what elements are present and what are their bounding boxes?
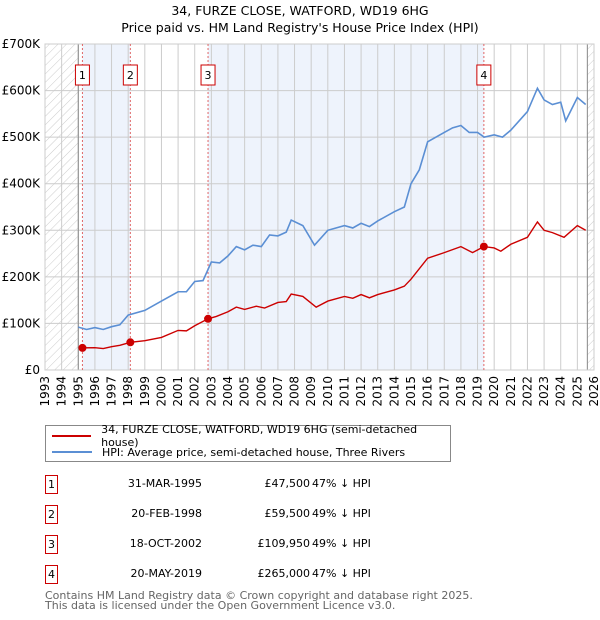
- x-tick-label: 2017: [437, 376, 451, 407]
- shaded-band: [82, 44, 131, 370]
- y-tick-label: £400K: [2, 177, 42, 191]
- transaction-price: £47,500: [264, 477, 311, 490]
- x-tick-label: 2001: [171, 376, 185, 407]
- plot-border: [44, 43, 595, 371]
- transaction-row: 2 20-FEB-1998 £59,500 49% ↓ HPI: [45, 505, 445, 525]
- sale-point: [479, 242, 488, 251]
- x-tick-label: 2015: [404, 376, 418, 407]
- x-tick-label: 2004: [221, 376, 235, 407]
- x-tick-label: 1997: [105, 376, 119, 407]
- transaction-hpi-diff: 49% ↓ HPI: [312, 507, 371, 520]
- x-tick-label: 2003: [204, 376, 218, 407]
- legend-swatch-red: [52, 435, 92, 437]
- x-tick-label: 1993: [38, 376, 52, 407]
- x-tick-label: 2014: [387, 376, 401, 407]
- x-tick-label: 2025: [570, 376, 584, 407]
- sale-point: [204, 314, 213, 323]
- x-tick-label: 2018: [454, 376, 468, 407]
- transaction-date: 20-FEB-1998: [131, 507, 202, 520]
- sale-point: [78, 343, 87, 352]
- price-chart: £0 £100K £200K £300K £400K £500K £600K £700K 199…: [2, 37, 600, 407]
- sale-label: 4: [480, 69, 487, 82]
- x-tick-label: 1999: [138, 376, 152, 407]
- shaded-band: [208, 44, 484, 370]
- transaction-number-badge: 4: [45, 565, 58, 584]
- x-tick-label: 1994: [55, 376, 69, 407]
- x-tick-label: 1998: [121, 376, 135, 407]
- legend: 34, FURZE CLOSE, WATFORD, WD19 6HG (semi…: [45, 423, 451, 462]
- transaction-price: £265,000: [257, 567, 311, 580]
- legend-label: 34, FURZE CLOSE, WATFORD, WD19 6HG (semi…: [101, 423, 418, 449]
- y-tick-label: £0: [25, 363, 40, 377]
- y-tick-label: £200K: [2, 270, 42, 284]
- sale-label-box: [476, 64, 492, 86]
- x-tick-label: 2005: [238, 376, 252, 407]
- chart-title: 34, FURZE CLOSE, WATFORD, WD19 6HG: [171, 3, 429, 18]
- legend-item-property: 34, FURZE CLOSE, WATFORD, WD19 6HG (semi…: [46, 423, 450, 449]
- transaction-row: 4 20-MAY-2019 £265,000 47% ↓ HPI: [45, 565, 445, 585]
- chart-subtitle: Price paid vs. HM Land Registry's House …: [121, 20, 479, 35]
- x-tick-label: 2002: [188, 376, 202, 407]
- sale-label-box: [200, 64, 216, 86]
- x-tick-label: 2009: [304, 376, 318, 407]
- x-tick-label: 2011: [337, 376, 351, 407]
- x-tick-label: 2016: [421, 376, 435, 407]
- transaction-row: 3 18-OCT-2002 £109,950 49% ↓ HPI: [45, 535, 445, 555]
- y-tick-label: £100K: [2, 316, 42, 330]
- transaction-price: £109,950: [257, 537, 311, 550]
- legend-item-hpi: HPI: Average price, semi-detached house,…: [46, 444, 405, 460]
- x-tick-label: 2000: [154, 376, 168, 407]
- legend-label: HPI: Average price, semi-detached house,…: [102, 445, 406, 459]
- sale-label: 3: [205, 69, 212, 82]
- transaction-hpi-diff: 47% ↓ HPI: [312, 567, 371, 580]
- x-tick-label: 2019: [471, 376, 485, 407]
- x-tick-label: 2026: [587, 376, 600, 407]
- footer-copyright: Contains HM Land Registry data © Crown c…: [45, 589, 473, 602]
- transaction-number-badge: 1: [45, 475, 58, 494]
- transaction-hpi-diff: 47% ↓ HPI: [312, 477, 371, 490]
- hatched-region: [587, 44, 594, 370]
- footer-licence: This data is licensed under the Open Gov…: [45, 599, 396, 612]
- transaction-hpi-diff: 49% ↓ HPI: [312, 537, 371, 550]
- x-tick-label: 2012: [354, 376, 368, 407]
- x-tick-label: 1995: [71, 376, 85, 407]
- sale-label-box: [74, 64, 90, 86]
- transaction-number-badge: 2: [45, 505, 58, 524]
- x-tick-label: 2010: [321, 376, 335, 407]
- transaction-date: 20-MAY-2019: [130, 567, 202, 580]
- y-tick-label: £600K: [2, 84, 42, 98]
- hpi-line: [78, 86, 587, 331]
- sale-label-box: [122, 64, 138, 86]
- y-tick-label: £300K: [2, 223, 42, 237]
- transaction-date: 31-MAR-1995: [127, 477, 202, 490]
- transaction-number-badge: 3: [45, 535, 58, 554]
- x-tick-label: 2013: [371, 376, 385, 407]
- x-tick-label: 2006: [254, 376, 268, 407]
- transaction-date: 18-OCT-2002: [129, 537, 202, 550]
- x-tick-label: 1996: [88, 376, 102, 407]
- y-tick-label: £700K: [2, 37, 42, 51]
- y-tick-label: £500K: [2, 130, 42, 144]
- sale-point: [126, 338, 135, 347]
- legend-swatch-blue: [52, 451, 92, 453]
- transaction-row: 1 31-MAR-1995 £47,500 47% ↓ HPI: [45, 475, 445, 495]
- sale-label: 2: [127, 69, 134, 82]
- x-tick-label: 2008: [288, 376, 302, 407]
- x-tick-label: 2020: [487, 376, 501, 407]
- x-tick-label: 2022: [520, 376, 534, 407]
- transaction-price: £59,500: [264, 507, 311, 520]
- property-price-line: [82, 220, 587, 350]
- x-tick-label: 2021: [504, 376, 518, 407]
- x-tick-label: 2023: [537, 376, 551, 407]
- x-tick-label: 2007: [271, 376, 285, 407]
- sale-label: 1: [79, 69, 86, 82]
- x-tick-label: 2024: [554, 376, 568, 407]
